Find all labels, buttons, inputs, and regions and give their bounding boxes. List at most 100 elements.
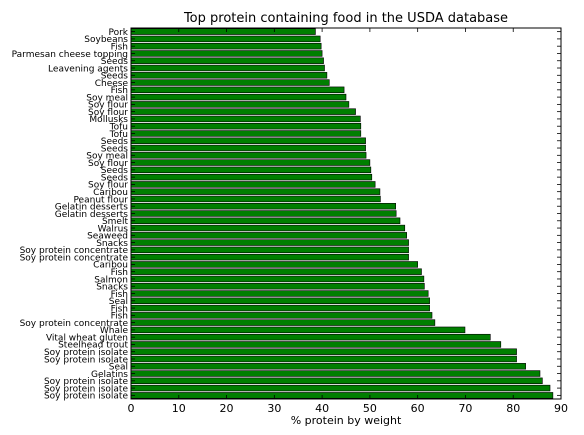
bar <box>130 115 361 123</box>
y-tick-label: Smelt <box>102 217 129 227</box>
x-tick-label: 0 <box>128 402 135 415</box>
x-tick-label: 50 <box>363 402 377 415</box>
bar <box>130 72 328 79</box>
y-tick-label: Soy flour <box>88 159 128 169</box>
y-tick-label: Soy protein concentrate <box>20 319 129 329</box>
bar <box>130 210 397 217</box>
bar <box>130 304 430 312</box>
y-tick-label: Whale <box>100 326 129 336</box>
bar <box>130 203 396 210</box>
bar <box>130 355 517 363</box>
y-tick-label: Tofu <box>109 123 128 133</box>
bar <box>130 35 321 43</box>
y-tick-label: Seeds <box>101 57 129 67</box>
y-tick-label: Seeds <box>101 166 129 176</box>
y-tick-label: Peanut flour <box>73 195 128 205</box>
bars-group <box>130 28 554 399</box>
y-tick-label: Soy meal <box>86 93 128 103</box>
y-tick-label: Salmon <box>94 275 128 285</box>
y-tick-label: Seal <box>109 363 128 373</box>
y-tick-label: Tofu <box>109 130 128 140</box>
y-tick-label: Seeds <box>101 144 129 154</box>
x-tick-label: 20 <box>220 402 234 415</box>
x-tick-label: 60 <box>411 402 425 415</box>
bar <box>130 122 362 130</box>
bar <box>130 217 401 224</box>
y-tick-label: Soy flour <box>88 181 128 191</box>
y-tick-label: Fish <box>111 290 128 300</box>
bar <box>130 42 322 50</box>
y-tick-label: Soy protein concentrate <box>20 246 129 256</box>
x-axis: 0 10 20 30 40 50 60 70 80 90 <box>128 28 568 415</box>
bar <box>130 144 366 152</box>
bar <box>130 275 425 283</box>
y-tick-label: Mollusks <box>89 115 128 125</box>
y-tick-label: Parmesan cheese topping <box>12 50 128 60</box>
bar <box>130 28 316 35</box>
bar <box>130 93 347 101</box>
y-tick-label: Soy protein isolate <box>44 377 128 387</box>
y-tick-label: Seeds <box>101 137 129 147</box>
y-tick-label: Soy protein isolate <box>44 348 128 358</box>
y-tick-label: Snacks <box>96 239 128 249</box>
bar <box>130 333 491 341</box>
x-tick-label: 90 <box>554 402 568 415</box>
bar <box>130 232 407 239</box>
chart-title: Top protein containing food in the USDA … <box>183 11 508 26</box>
bar <box>130 137 366 144</box>
bar <box>130 224 406 232</box>
bar <box>130 79 330 86</box>
bar <box>130 130 362 137</box>
y-tick-label: Seeds <box>101 72 129 82</box>
bar <box>130 348 517 355</box>
bar <box>130 152 367 159</box>
y-tick-label: Soybeans <box>84 35 128 45</box>
y-tick-label: Walrus <box>98 224 129 234</box>
y-tick-label: Cheese <box>95 79 129 89</box>
y-tick-label: Leavening agents <box>48 64 128 74</box>
bar <box>130 326 466 334</box>
bar <box>130 312 433 319</box>
x-axis-label: % protein by weight <box>291 414 402 427</box>
x-tick-label: 40 <box>315 402 329 415</box>
y-tick-label: Gelatin desserts <box>55 203 129 213</box>
y-tick-label: Soy flour <box>88 101 128 111</box>
y-tick-label: Seal <box>109 297 128 307</box>
y-tick-label: Pork <box>108 28 128 38</box>
bar <box>130 384 551 392</box>
y-tick-label: Caribou <box>93 261 128 271</box>
bar <box>130 253 409 261</box>
x-tick-label: 70 <box>458 402 472 415</box>
y-tick-label: Fish <box>111 312 128 322</box>
bar <box>130 195 381 203</box>
bar <box>130 341 502 348</box>
bar <box>130 159 371 166</box>
bar <box>130 173 373 181</box>
y-tick-label: Soy protein concentrate <box>20 253 129 263</box>
y-tick-label: Gelatins <box>91 370 128 380</box>
y-tick-label: Fish <box>111 304 128 314</box>
y-tick-label: Snacks <box>96 283 128 293</box>
y-tick-label: Soy protein isolate <box>44 392 128 402</box>
y-tick-label: Steelhead trout <box>58 341 128 351</box>
bar <box>130 86 345 94</box>
y-tick-label: Fish <box>111 268 128 278</box>
y-tick-label: Soy protein isolate <box>44 355 128 365</box>
bar <box>130 108 356 115</box>
y-tick-label: Soy meal <box>86 152 128 162</box>
bar <box>130 283 425 290</box>
bar <box>130 64 325 72</box>
y-tick-label: Seeds <box>101 173 129 183</box>
y-tick-label: Soy protein isolate <box>44 384 128 394</box>
bar <box>130 261 418 268</box>
y-tick-label: Fish <box>111 86 128 96</box>
bar <box>130 377 543 385</box>
y-tick-label: Vital wheat gluten <box>46 333 128 343</box>
x-tick-label: 10 <box>172 402 186 415</box>
bar <box>130 57 324 64</box>
y-tick-label: Fish <box>111 42 128 52</box>
bar <box>130 101 350 108</box>
bar <box>130 290 429 297</box>
